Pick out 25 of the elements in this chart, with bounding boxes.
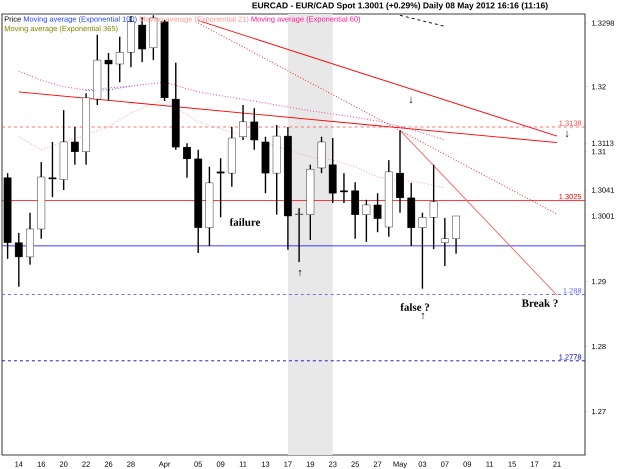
candlestick — [239, 104, 247, 141]
candlestick — [70, 126, 79, 166]
candlestick — [374, 192, 382, 233]
candlestick — [430, 164, 438, 250]
candlestick — [295, 207, 304, 263]
annotation: false ? — [400, 303, 430, 311]
annotation: ↓ — [410, 96, 412, 104]
candlestick — [216, 157, 225, 218]
candlestick — [48, 141, 56, 198]
candlestick — [440, 217, 449, 267]
candlestick — [418, 212, 426, 290]
annotation: ↑ — [298, 270, 302, 276]
candlestick — [104, 52, 112, 102]
annotation: failure — [230, 218, 260, 226]
chart-title: EURCAD - EUR/CAD Spot 1.3001 (+0.29%) Daily 08 May 2012 16:16 (11:16) — [252, 2, 548, 10]
candlestick — [183, 142, 191, 178]
candlestick — [340, 172, 348, 204]
candlestick — [362, 199, 370, 243]
annotation: ↓ — [566, 130, 568, 138]
candlestick — [452, 215, 460, 254]
candlestick — [116, 36, 124, 83]
candlestick — [250, 107, 258, 150]
annotation: Break ? — [522, 299, 558, 307]
annotation: ↑ — [422, 312, 424, 320]
candlestick — [14, 232, 23, 288]
